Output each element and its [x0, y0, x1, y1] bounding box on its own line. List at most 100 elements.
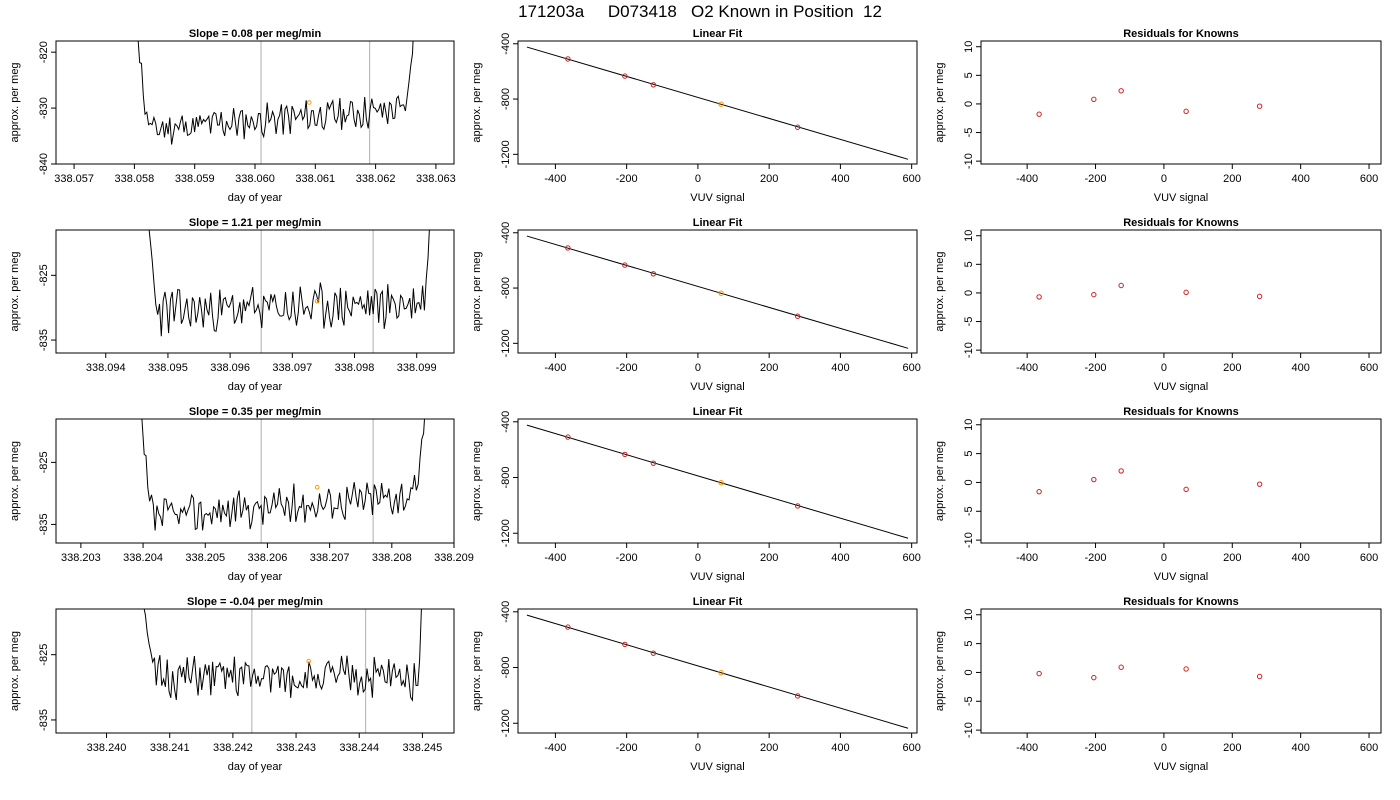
r1-resid-ylabel: approx. per meg: [934, 62, 946, 142]
r4-fit-xtick-label-2: 0: [695, 742, 701, 754]
r1-fit-xtick-label-1: -200: [616, 173, 638, 185]
r4-fit-title: Linear Fit: [693, 596, 743, 608]
r3-resid-xtick-label-2: 0: [1161, 552, 1167, 564]
r4-resid-point-0: [1036, 670, 1042, 677]
r4-resid-xtick-label-1: -200: [1085, 742, 1107, 754]
r1-resid-ytick-label-1: -5: [963, 128, 975, 138]
r3-trace-ytick-label-1: -825: [38, 451, 50, 473]
r1-trace-ylabel: approx. per meg: [9, 62, 21, 142]
r4-fit-point-0: [565, 624, 571, 630]
r1-resid-point-1: [1091, 96, 1097, 103]
r2-fit-ytick-label-0: -1200: [500, 329, 512, 357]
r3-fit-point-2: [650, 460, 657, 466]
r2-resid-xtick-label-5: 600: [1360, 362, 1378, 374]
r4-trace-title: Slope = -0.04 per meg/min: [187, 596, 323, 608]
r4-trace-highlight-point: [306, 658, 311, 664]
r3-resid-xlabel: VUV signal: [1154, 571, 1208, 583]
r3-trace-trace-line: [141, 419, 425, 531]
r3-fit-xtick-label-1: -200: [616, 552, 638, 564]
r3-trace-frame: [55, 418, 455, 544]
r4-fit-xlabel: VUV signal: [690, 761, 744, 773]
r4-fit-xtick-label-0: -400: [544, 742, 566, 754]
r1-fit-point-0: [565, 56, 571, 62]
r4-resid-xlabel: VUV signal: [1154, 761, 1208, 773]
r4-resid-xtick-label-5: 600: [1360, 742, 1378, 754]
r1-resid-title: Residuals for Knowns: [1123, 28, 1239, 40]
r3-resid-ytick-label-2: 0: [963, 479, 975, 485]
r4-resid-point-2: [1118, 664, 1124, 670]
r2-trace-plot-area: [148, 230, 430, 353]
r2-resid-ytick-label-0: -10: [963, 342, 975, 358]
r1-resid-xtick-label-4: 400: [1291, 173, 1309, 185]
r4-resid-ylabel: approx. per meg: [934, 631, 946, 711]
r1-fit-xtick-label-5: 600: [902, 173, 920, 185]
r1-trace-ytick-label-1: -830: [38, 97, 50, 119]
r3-resid-plot-area: [1036, 468, 1263, 495]
r4-fit-ytick-label-2: -400: [500, 601, 512, 623]
r2-resid-xtick-label-1: -200: [1085, 362, 1107, 374]
r2-fit-plot-area: [526, 235, 909, 349]
r3-trace-xtick-label-0: 338.203: [61, 552, 101, 564]
r1-fit-xtick-label-2: 0: [695, 173, 701, 185]
r2-fit-frame: [517, 229, 918, 354]
r2-trace-xtick-label-4: 338.098: [335, 362, 375, 374]
r1-trace-ytick-label-2: -820: [38, 41, 50, 63]
r3-fit-xtick-label-0: -400: [544, 552, 566, 564]
r2-fit-point-3: [718, 290, 724, 296]
r3-trace-xtick-label-3: 338.206: [248, 552, 288, 564]
main-title: 171203a D073418 O2 Known in Position 12: [518, 2, 882, 21]
r2-resid-point-3: [1183, 289, 1189, 296]
r2-fit-xtick-label-3: 200: [760, 362, 778, 374]
r1-trace-highlight-point: [306, 100, 312, 105]
r3-trace-xtick-label-6: 338.209: [434, 552, 474, 564]
r3-fit-title: Linear Fit: [693, 406, 743, 418]
r1-trace-xtick-label-5: 338.062: [356, 173, 396, 185]
r2-resid-xlabel: VUV signal: [1154, 381, 1208, 393]
r3-resid-ytick-label-1: -5: [963, 506, 975, 516]
r4-resid-xtick-label-4: 400: [1291, 742, 1309, 754]
r2-fit-ytick-label-2: -400: [500, 222, 512, 244]
r1-trace-xtick-label-6: 338.063: [416, 173, 456, 185]
r3-resid-xtick-label-4: 400: [1291, 552, 1309, 564]
r1-trace-xtick-label-3: 338.060: [235, 173, 275, 185]
r1-fit-ylabel: approx. per meg: [471, 62, 483, 142]
r4-resid-ytick-label-0: -10: [963, 722, 975, 738]
r4-trace-trace-line: [143, 609, 422, 702]
r1-fit-ytick-label-1: -800: [500, 88, 512, 110]
r4-trace-plot-area: [143, 609, 422, 733]
r4-resid-frame: [980, 608, 1382, 734]
r3-resid-ytick-label-4: 10: [963, 419, 975, 431]
r3-resid-point-2: [1118, 468, 1124, 474]
r3-resid-xtick-label-3: 200: [1223, 552, 1241, 564]
r4-resid-ytick-label-2: 0: [963, 669, 975, 675]
r3-resid-point-1: [1091, 476, 1097, 483]
r4-trace-xtick-label-4: 338.244: [339, 742, 379, 754]
r1-resid-plot-area: [1036, 88, 1263, 117]
r4-trace-panel: Slope = -0.04 per meg/min 338.240 338.241 3…: [9, 596, 455, 773]
r3-resid-ytick-label-3: 5: [963, 451, 975, 457]
r2-resid-title: Residuals for Knowns: [1123, 217, 1239, 229]
r1-resid-ytick-label-4: 10: [963, 41, 975, 53]
r3-resid-ylabel: approx. per meg: [934, 441, 946, 521]
r2-trace-highlight-point: [314, 298, 320, 304]
r1-fit-ytick-label-2: -400: [500, 33, 512, 55]
r3-fit-panel: Linear Fit -400 -200 0 200 400 600 -1200 -800 -40…: [471, 406, 921, 583]
r2-resid-ytick-label-4: 10: [963, 230, 975, 242]
r1-fit-title: Linear Fit: [693, 28, 743, 40]
r2-resid-point-0: [1036, 294, 1042, 300]
r4-fit-xtick-label-3: 200: [760, 742, 778, 754]
r4-fit-ytick-label-0: -1200: [500, 709, 512, 737]
r4-fit-point-1: [622, 641, 628, 648]
r2-trace-title: Slope = 1.21 per meg/min: [189, 217, 322, 229]
r4-fit-xtick-label-1: -200: [616, 742, 638, 754]
r4-trace-xtick-label-0: 338.240: [87, 742, 127, 754]
r3-resid-point-3: [1183, 486, 1189, 493]
r1-fit-point-1: [622, 73, 628, 79]
r2-resid-xtick-label-3: 200: [1223, 362, 1241, 374]
r3-trace-highlight-point: [314, 484, 320, 490]
r3-trace-xtick-label-2: 338.205: [185, 552, 225, 564]
r3-resid-panel: Residuals for Knowns -400 -200 0 200 400 600 -1…: [934, 406, 1382, 583]
r4-resid-plot-area: [1036, 664, 1263, 681]
r4-resid-ytick-label-1: -5: [963, 696, 975, 706]
r2-fit-fit-line: [526, 235, 909, 349]
